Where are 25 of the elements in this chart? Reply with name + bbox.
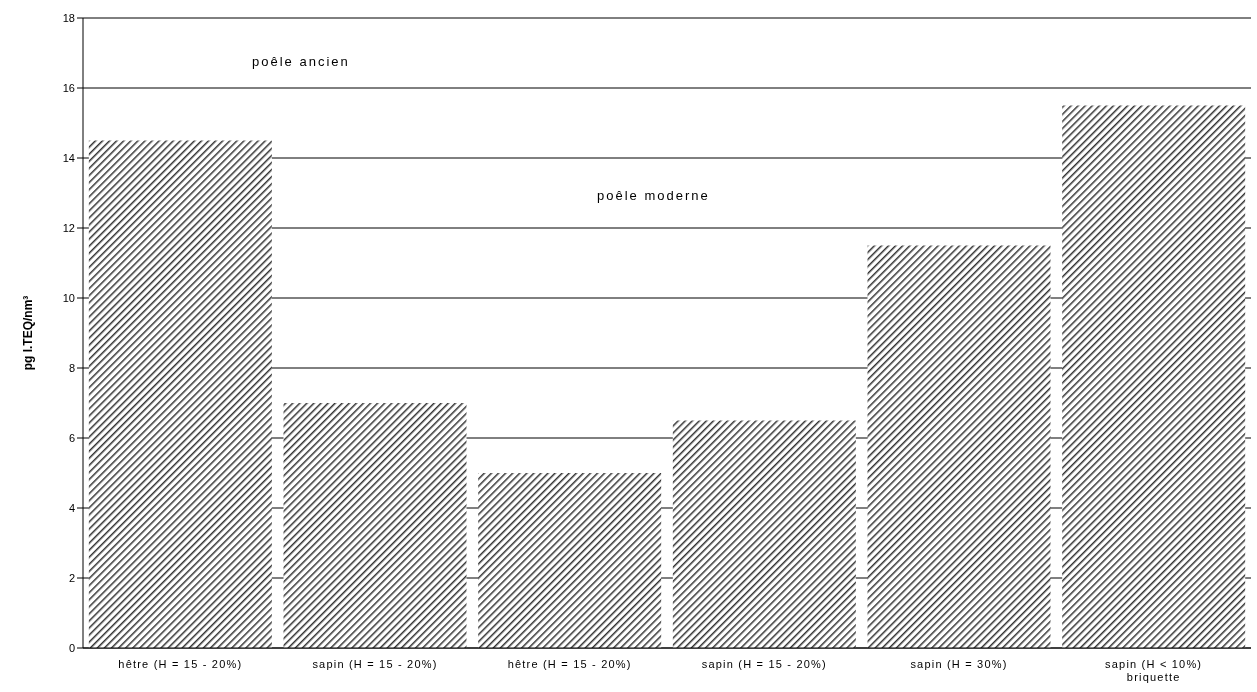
x-tick-label: hêtre (H = 15 - 20%) bbox=[118, 658, 243, 670]
y-tick-label: 12 bbox=[62, 221, 75, 234]
x-tick-label: sapin (H = 15 - 20%) bbox=[312, 658, 438, 670]
y-tick-label: 0 bbox=[68, 641, 75, 654]
annotation: poêle ancien bbox=[248, 54, 354, 69]
y-tick-label: 14 bbox=[62, 151, 75, 164]
y-axis-title: pg I.TEQ/nm³ bbox=[21, 295, 36, 371]
y-tick-label: 6 bbox=[68, 431, 75, 444]
bar bbox=[283, 403, 467, 648]
x-tick-label: sapin (H = 15 - 20%) bbox=[701, 658, 827, 670]
x-tick-label: hêtre (H = 15 - 20%) bbox=[507, 658, 632, 670]
y-tick-label: 10 bbox=[62, 291, 75, 304]
bar bbox=[88, 140, 272, 648]
bar bbox=[867, 245, 1051, 648]
x-tick-label: sapin (H = 30%) bbox=[910, 658, 1008, 670]
y-tick-label: 8 bbox=[68, 361, 75, 374]
annotation: poêle moderne bbox=[593, 188, 714, 203]
bar bbox=[672, 420, 856, 648]
y-tick-label: 18 bbox=[62, 11, 75, 24]
bar bbox=[1062, 105, 1246, 648]
y-tick-label: 4 bbox=[68, 501, 75, 514]
bar bbox=[478, 473, 662, 648]
y-tick-label: 16 bbox=[62, 81, 75, 94]
y-tick-label: 2 bbox=[68, 571, 75, 584]
x-tick-label: sapin (H < 10%) briquette bbox=[1105, 658, 1203, 683]
